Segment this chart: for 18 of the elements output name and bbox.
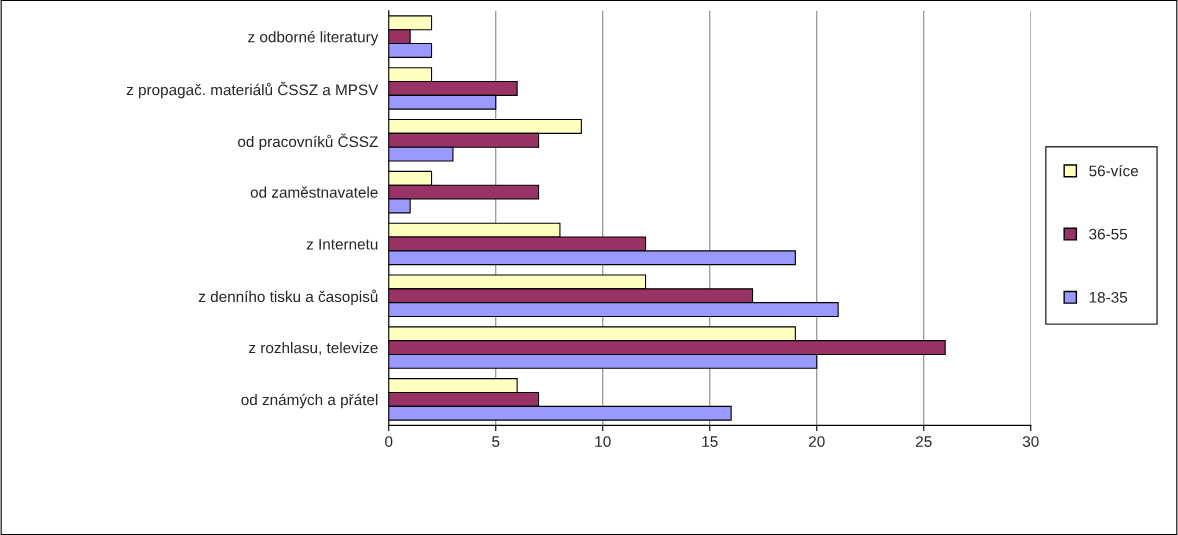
legend-label: 56-více (1089, 164, 1139, 177)
y-tick-label: z Internetu (306, 238, 378, 250)
x-tick-label: 10 (595, 436, 611, 447)
legend-label: 36-55 (1089, 228, 1128, 240)
y-tick-label: z rozhlasu, televize (249, 342, 378, 356)
y-tick-label: z propagač. materiálů ČSSZ a MPSV (126, 81, 379, 99)
x-tick-label: 20 (809, 436, 825, 447)
x-tick-label: 25 (916, 436, 932, 447)
x-tick-label: 5 (492, 436, 500, 447)
y-tick-label: z odborné literatury (248, 30, 379, 46)
y-tick-label: od zaměstnavatele (250, 186, 378, 198)
x-tick-label: 0 (385, 436, 393, 447)
x-tick-label: 30 (1022, 436, 1039, 447)
y-tick-label: z denního tisku a časopisů (198, 289, 378, 306)
y-tick-label: od známých a přátel (241, 393, 378, 409)
x-tick-label: 15 (702, 436, 718, 447)
legend-label: 18-35 (1089, 291, 1128, 303)
y-tick-label: od pracovníků ČSSZ (238, 133, 378, 151)
